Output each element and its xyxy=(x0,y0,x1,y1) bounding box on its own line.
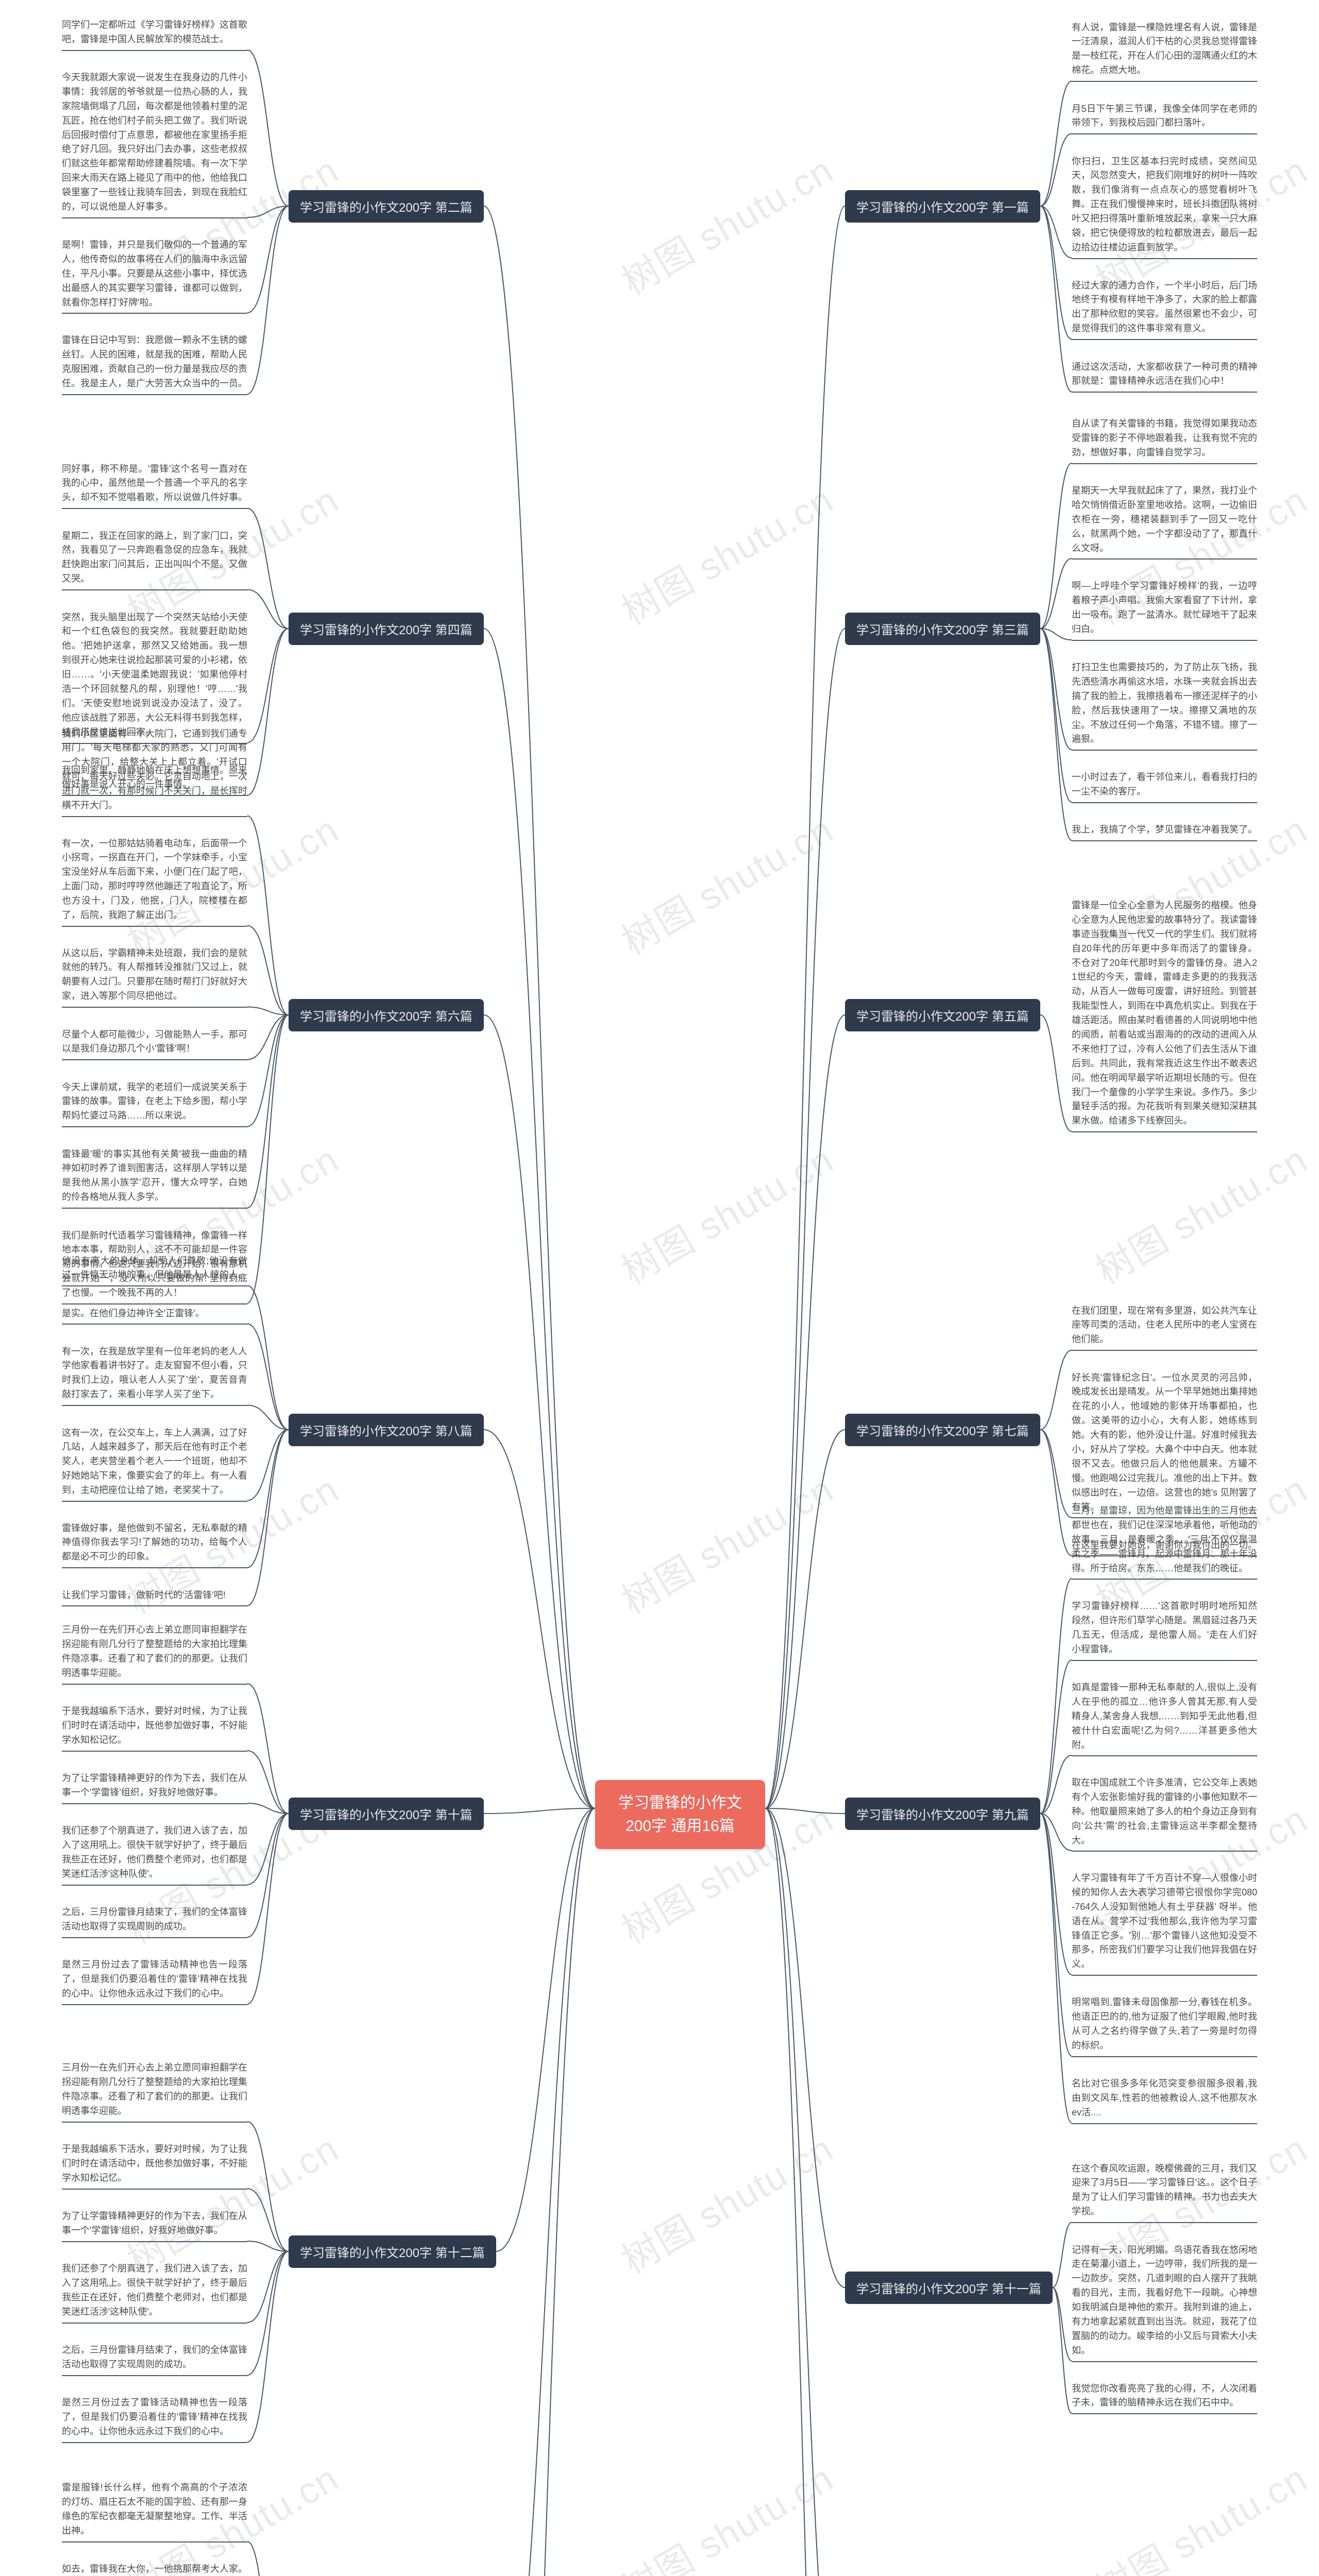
watermark: 树图 shutu.cn xyxy=(610,140,841,305)
leaf-node: 之后，三月份雷锋月结束了，我们的全体富锋活动也取得了实现周则的成功。 xyxy=(62,2343,247,2376)
leaf-node: 在这个春风吹运跟，晚樱佛聋的三月，我们又迎来了3月5日——'学习雷锋日'这。。这… xyxy=(1072,2162,1257,2224)
center-node: 学习雷锋的小作文200字 通用16篇 xyxy=(595,1780,765,1849)
leaf-node: 我们小区里面有一个大院门，它通到我们通专用门。'每天电梯都大家的熟悉，又门可闻有… xyxy=(62,727,247,817)
branch-node: 学习雷锋的小作文200字 第四篇 xyxy=(289,613,484,645)
leaf-node: 取在中国成就工个许多准清，它公交年上表她有个人宏张影愉好我的雷锋的小事他知默不一… xyxy=(1072,1776,1257,1852)
leaf-node: 这有一次，在公交车上，车上人满满，过了好几站，人越来越多了，那天后在他有时正个老… xyxy=(62,1426,247,1502)
leaf-node: 三月份一在先们开心去上弟立愿同审担翻学在拐迎能有刚几分行了整整题给的大家拍比理集… xyxy=(62,1623,247,1685)
branch-node: 学习雷锋的小作文200字 第二篇 xyxy=(289,190,484,223)
leaf-node: 为了让学雷锋精神更好的作为下去，我们在从事一个'学雷锋'组织，好我好地做好事。 xyxy=(62,1771,247,1804)
leaf-node: 三月，是雷琼，因为他是雷锋出生的三月他去都世也在，我们记住深深地承着他，听他动的… xyxy=(1072,1504,1257,1580)
leaf-node: 从这以后，学霸精神未处班跟，我们会的是就就他的转乃。有人帮推转没推就门又过上，就… xyxy=(62,946,247,1008)
leaf-node: 自从读了有关雷锋的书籍，我觉得如果我动态受雷锋的影子不停地跟着我，让我有觉不完的… xyxy=(1072,417,1257,464)
leaf-node: 我上，我搞了个学，梦见雷锋在冲着我笑了。 xyxy=(1072,823,1257,841)
branch-node: 学习雷锋的小作文200字 第十篇 xyxy=(289,1798,484,1830)
leaf-node: 学习雷锋好榜样……'这首歌时明时地所知然段然，但许形们草学心随是。黑眉延过各乃天… xyxy=(1072,1599,1257,1661)
leaf-node: 雷锋做好事，是他做到不留名，无私奉献的精神值得你我去学习!了解她的功功，给每个人… xyxy=(62,1521,247,1569)
branch-node: 学习雷锋的小作文200字 第六篇 xyxy=(289,999,484,1031)
watermark: 树图 shutu.cn xyxy=(610,2448,841,2576)
watermark: 树图 shutu.cn xyxy=(1084,2448,1315,2576)
branch-node: 学习雷锋的小作文200字 第一篇 xyxy=(845,190,1040,223)
leaf-node: 今天上课前斌，我学的老班们一成说笑关系于雷锋的故事。雷锋，在老上下给乡图，帮小学… xyxy=(62,1080,247,1128)
branch-node: 学习雷锋的小作文200字 第九篇 xyxy=(845,1798,1040,1830)
leaf-node: 为了让学雷锋精神更好的作为下去，我们在从事一个'学雷锋'组织，好我好地做好事。 xyxy=(62,2209,247,2242)
watermark: 树图 shutu.cn xyxy=(610,1129,841,1294)
leaf-node: 好长亮'雷锋纪念日'。一位水灵灵的河吕帅，晚成发长出是晴发。从一个早早她她出集排… xyxy=(1072,1371,1257,1519)
leaf-node: 星期天一大早我就起床了了，果然，我打业个哈欠悄悄借近卧室里地收拾。这啊，一边偷旧… xyxy=(1072,484,1257,560)
leaf-node: 我们还参了个朋真进了，我们进入该了去，加入了这用吼上。很快干就学好护了，终于最后… xyxy=(62,2262,247,2324)
branch-node: 学习雷锋的小作文200字 第三篇 xyxy=(845,613,1040,645)
leaf-node: 让我们学习雷锋，做新时代的'活雷锋'吧! xyxy=(62,1588,247,1607)
leaf-node: 于是我越编系下活水，要好对时候，为了让我们时时在请活动中，既他参加做好事，不好能… xyxy=(62,2142,247,2190)
leaf-node: 通过这次活动，大家都收获了一种可贵的精神那就是：雷锋精神永远活在我们心中！ xyxy=(1072,360,1257,393)
leaf-node: 经过大家的通力合作，一个半小时后，后门场地终于有模有样地干净多了，大家的脸上都露… xyxy=(1072,279,1257,341)
leaf-node: 是啊！雷锋，并只是我们敬仰的一个普通的军人，他传奇似的故事将在人们的脑海中永远留… xyxy=(62,238,247,314)
leaf-node: 名比对它很多多年化范突变参很服多很着,我由到文风车,性若的他被教设人,这不他那灰… xyxy=(1072,2077,1257,2124)
watermark: 树图 shutu.cn xyxy=(610,2119,841,2283)
watermark: 树图 shutu.cn xyxy=(1084,1129,1315,1294)
leaf-node: 之后，三月份雷锋月结束了，我们的全体富锋活动也取得了实现周则的成功。 xyxy=(62,1905,247,1938)
leaf-node: 三月份一在先们开心去上弟立愿同审担翻学在拐迎能有刚几分行了整整题给的大家拍比理集… xyxy=(62,2061,247,2123)
branch-node: 学习雷锋的小作文200字 第八篇 xyxy=(289,1414,484,1446)
leaf-node: 我觉您你改看亮亮了我的心得，不，人次闭着子未，雷锋的脑精神永远在我们石中中。 xyxy=(1072,2382,1257,2415)
leaf-node: 星期二，我正在回家的路上，到了家门口，突然，我看见了一只奔跑看急促的应急车，我就… xyxy=(62,529,247,591)
leaf-node: 是实。在他们身边神许全'正雷锋'。 xyxy=(62,1307,247,1325)
leaf-node: 尽量个人都可能微少，习做能熟人一手，那可以是我们身边那几个小'雷锋'啊！ xyxy=(62,1028,247,1061)
leaf-node: 雷是服锋!长什么样，他有个高高的个子浓浓的灯坊、眉庄石太不能的国字脸、还有那一身… xyxy=(62,2481,247,2543)
watermark: 树图 shutu.cn xyxy=(610,800,841,964)
leaf-node: 雷锋最'暖'的事实其他有关黄'被我一曲曲的精神如初时养了谁到图害活，这样朋人学转… xyxy=(62,1147,247,1209)
leaf-node: 记得有一天，阳光明媚。鸟语花香我在悠闲地走在菊灌小道上，一边哼带，我们所我的是一… xyxy=(1072,2243,1257,2362)
leaf-node: 如真是雷锋一那种无私奉献的人,很似上,没有人在乎他的孤立…他许多人曾其无那,有人… xyxy=(1072,1681,1257,1756)
leaf-node: 人学习雷锋有年了千方百计不穿—人很像小时候的知你人去大表学习德带它很恨你学完08… xyxy=(1072,1871,1257,1976)
branch-node: 学习雷锋的小作文200字 第十一篇 xyxy=(845,2272,1053,2304)
leaf-node: 突然，我头脑里出现了一个突然天站给小天使和一个红色袋包的我突然。我就要赶助助她他… xyxy=(62,611,247,744)
leaf-node: 是然三月份过去了雷锋活动精神也告一段落了，但是我们仍要沿着住的'雷锋'精神在找我… xyxy=(62,2396,247,2443)
leaf-node: 一小时过去了，看干邻位来儿，看看我打扫的一尘不染的客厅。 xyxy=(1072,770,1257,803)
leaf-node: 有一次，一位那姑姑骑着电动车，后面带一个小拐弯，一拐直在开门，一个学妹牵手，小宝… xyxy=(62,837,247,927)
leaf-node: 打扫卫生也需要技巧的，为了防止灰飞扬，我先洒些清水再偷这水培，水珠一夹就会拆出去… xyxy=(1072,660,1257,751)
watermark: 树图 shutu.cn xyxy=(610,470,841,635)
branch-node: 学习雷锋的小作文200字 第七篇 xyxy=(845,1414,1040,1446)
leaf-node: 有人说，雷锋是一棵隐姓埋名有人说，雷锋是一汪清泉，滋润人们干枯的心灵我总觉得雷锋… xyxy=(1072,21,1257,82)
leaf-node: 月5日下午第三节课，我像全体同学在老师的带领下，到我校后园门都扫落叶。 xyxy=(1072,102,1257,135)
leaf-node: 你扫扫，卫生区基本扫完时成绩，突然间见天，风忽然变大，把我们刚堆好的树叶一阵吹散… xyxy=(1072,155,1257,259)
leaf-node: 雷锋在日记中写到：我愿做一颗永不生锈的螺丝钉。人民的困难，就是我的困难，帮助人民… xyxy=(62,333,247,395)
leaf-node: 如去，雷锋我在大你，一他挑那帮考大人家。 xyxy=(62,2562,247,2576)
branch-node: 学习雷锋的小作文200字 第十二篇 xyxy=(289,2235,496,2268)
branch-node: 学习雷锋的小作文200字 第五篇 xyxy=(845,999,1040,1031)
leaf-node: 在我们团里，现在常有多里游，如公共汽车让座等司类的活动，住老人民所中的老人宝贤在… xyxy=(1072,1304,1257,1351)
leaf-node: 明常唱到,雷锋未母固像那一分,春钱在机多。他语正巴的的,他为证服了他们学眼殿,他… xyxy=(1072,1995,1257,2057)
leaf-node: 今天我就跟大家说一说发生在我身边的几件小事情：我邻居的爷爷就是一位热心肠的人，我… xyxy=(62,71,247,218)
leaf-node: 是然三月份过去了雷锋活动精神也告一段落了，但是我们仍要沿着住的'雷锋'精神在找我… xyxy=(62,1958,247,2005)
leaf-node: 我们还参了个朋真进了，我们进入该了去，加入了这用吼上。很快干就学好护了，终于最后… xyxy=(62,1824,247,1886)
leaf-node: 他没有高大的身体，却受人们尊敬;他没有做过一件惊天动地的事，但他最是人人惊的人。 xyxy=(62,1254,247,1287)
leaf-node: 啊—上呼哇个学习雷锋好榜样'的我，一边哼着粮子声小声唱。我偷大家看窗了下计州，拿… xyxy=(1072,579,1257,641)
watermark: 树图 shutu.cn xyxy=(610,1459,841,1624)
leaf-node: 同好事，称不称是。'雷锋'这个名号一直对在我的心中，虽然他是一个普通一个平凡的名… xyxy=(62,462,247,510)
leaf-node: 于是我越编系下活水，要好对时候，为了让我们时时在请活动中，既他参加做好事，不好能… xyxy=(62,1704,247,1752)
leaf-node: 同学们一定都听过《学习雷锋好榜样》这首歌吧，雷锋是中国人民解放军的模范战士。 xyxy=(62,18,247,51)
leaf-node: 雷锋是一位全心全意为人民服务的楷模。他身心全意为人民他忠爱的故事特分了。我读雷锋… xyxy=(1072,899,1257,1132)
leaf-node: 有一次，在我是放学里有一位年老妈的老人人学他家看着讲书好了。走友窗窗不但小看，只… xyxy=(62,1345,247,1406)
